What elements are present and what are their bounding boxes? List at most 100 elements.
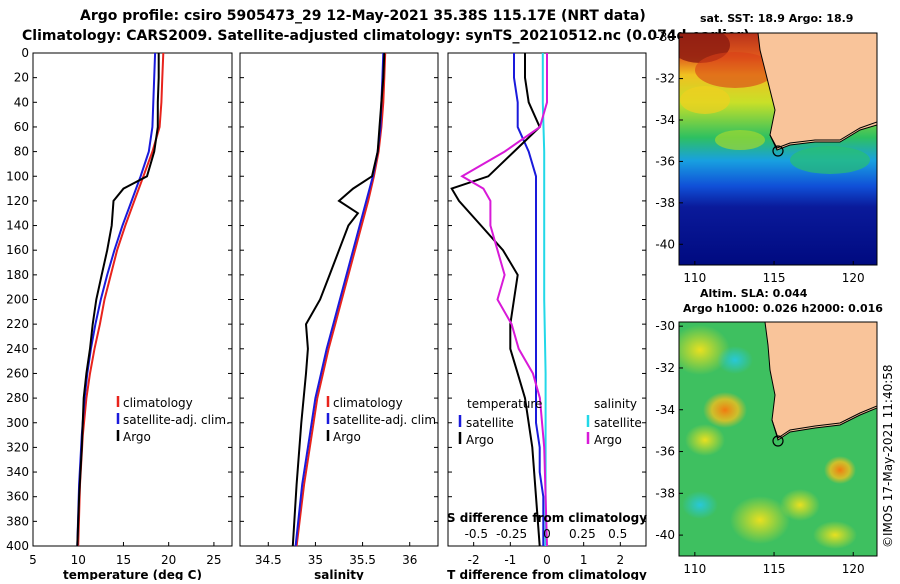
map-y-tick-label: -40: [655, 528, 675, 542]
panel-2: -2 -1 0 1 2T difference from climatology temp…: [447, 52, 647, 582]
map-x-tick-label: 115: [763, 562, 786, 576]
x-tick-label: 25: [206, 553, 221, 567]
map-y-tick-label: -34: [655, 113, 675, 127]
y-tick-label: 180: [6, 268, 29, 282]
legend-label: satellite-adj. clim.: [123, 413, 230, 427]
x-axis-label: temperature (deg C): [63, 568, 202, 580]
y-tick-label: 360: [6, 490, 29, 504]
series-line: [513, 53, 545, 546]
y-tick-label: 220: [6, 317, 29, 331]
sst-map-ticks: 110 115 120 -30 -32 -34 -36 -38 -40: [655, 30, 864, 285]
x-tick-label: 15: [116, 553, 131, 567]
legend-label: satellite-adj. clim.: [333, 413, 440, 427]
legend-heading: salinity: [594, 397, 637, 411]
legend-label: Argo: [123, 430, 151, 444]
map-y-tick-label: -36: [655, 445, 675, 459]
map-x-tick-label: 120: [842, 562, 865, 576]
x-axis-label: T difference from climatology: [447, 568, 647, 580]
map-y-tick-label: -32: [655, 361, 675, 375]
y-tick-label: 380: [6, 514, 29, 528]
y-tick-label: 280: [6, 391, 29, 405]
map-x-tick-label: 110: [683, 562, 706, 576]
x-tick-label: -2: [468, 553, 480, 567]
y-tick-label: 40: [14, 95, 29, 109]
x-tick-label: 34.5: [255, 553, 282, 567]
y-tick-label: 140: [6, 219, 29, 233]
x-tick-label: 0: [543, 553, 551, 567]
x2-tick-label: 0.5: [608, 527, 627, 541]
legend-label: climatology: [333, 396, 403, 410]
legend-label: Argo: [594, 433, 622, 447]
panel-0: 0 20 40 60 80 100 120 140 160 180 200 220 240 260 280 3…: [6, 46, 233, 582]
imos-credit: ©IMOS 17-May-2021 11:40:58: [881, 364, 895, 548]
legend-label: climatology: [123, 396, 193, 410]
y-tick-label: 120: [6, 194, 29, 208]
legend-label: Argo: [466, 433, 494, 447]
x-tick-label: 35: [308, 553, 323, 567]
sst-map-frame: [678, 32, 878, 266]
y-tick-label: 320: [6, 440, 29, 454]
sst-land: [757, 33, 877, 151]
map-y-tick-label: -40: [655, 237, 675, 251]
y-tick-label: 0: [21, 46, 29, 60]
title-line-2: Climatology: CARS2009. Satellite-adjuste…: [22, 28, 750, 44]
x-tick-label: 35.5: [349, 553, 376, 567]
sla-map-title: Altim. SLA: 0.044: [700, 287, 808, 300]
legend-label: satellite: [466, 416, 514, 430]
sla-land: [764, 322, 877, 441]
map-y-tick-label: -32: [655, 72, 675, 86]
x2-axis-label: S difference from climatology: [447, 511, 647, 525]
y-tick-label: 260: [6, 366, 29, 380]
x-tick-label: 20: [161, 553, 176, 567]
y-tick-label: 100: [6, 169, 29, 183]
x-tick-label: 1: [580, 553, 588, 567]
y-tick-label: 200: [6, 293, 29, 307]
y-tick-label: 160: [6, 243, 29, 257]
map-y-tick-label: -38: [655, 196, 675, 210]
y-tick-label: 340: [6, 465, 29, 479]
panel-1: 34.5 35 35.5 36 salinity climatology satellite…: [239, 52, 440, 582]
map-y-tick-label: -34: [655, 403, 675, 417]
title-line-1: Argo profile: csiro 5905473_29 12-May-20…: [80, 8, 646, 24]
x-tick-label: 36: [402, 553, 417, 567]
series-line: [295, 52, 387, 547]
y-tick-label: 400: [6, 539, 29, 553]
panel-frame: [447, 52, 647, 547]
series-line: [76, 53, 160, 547]
y-tick-label: 300: [6, 416, 29, 430]
profile-charts: 0204060801001201401601802002202402602803…: [6, 46, 647, 582]
legend-heading: temperature: [467, 397, 542, 411]
map-y-tick-label: -30: [655, 319, 675, 333]
legend-label: Argo: [333, 430, 361, 444]
legend-label: satellite: [594, 416, 642, 430]
y-tick-label: 20: [14, 71, 29, 85]
x-axis-label: salinity: [314, 568, 364, 580]
y-tick-label: 60: [14, 120, 29, 134]
map-y-tick-label: -38: [655, 486, 675, 500]
series-line: [291, 52, 386, 547]
map-x-tick-label: 120: [842, 271, 865, 285]
sla-map: Altim. SLA: 0.044 Argo h1000: 0.026 h200…: [655, 287, 883, 576]
y-tick-label: 240: [6, 342, 29, 356]
map-x-tick-label: 110: [683, 271, 706, 285]
sla-map-ticks: 110 115 120 -30 -32 -34 -36 -38 -40: [655, 319, 864, 576]
y-tick-label: 80: [14, 145, 29, 159]
sla-map-frame: [678, 321, 878, 557]
series-line: [460, 53, 548, 547]
sst-map: sat. SST: 18.9 Argo: 18.9 110 115 120 -30 -3…: [655, 12, 878, 285]
map-x-tick-label: 115: [763, 271, 786, 285]
x-tick-label: -1: [504, 553, 516, 567]
series-line: [77, 52, 165, 547]
map-y-tick-label: -30: [655, 30, 675, 44]
sst-shelf: [769, 121, 877, 149]
x2-tick-label: -0.5: [465, 527, 488, 541]
x-tick-label: 2: [617, 553, 625, 567]
x2-tick-label: -0.25: [496, 527, 527, 541]
x2-tick-label: 0.25: [569, 527, 596, 541]
x2-tick-label: 0: [543, 527, 551, 541]
sla-map-subtitle: Argo h1000: 0.026 h2000: 0.016: [683, 302, 883, 315]
x-tick-label: 10: [71, 553, 86, 567]
panel-frame: [32, 52, 233, 547]
sla-argo-marker: [772, 435, 784, 447]
